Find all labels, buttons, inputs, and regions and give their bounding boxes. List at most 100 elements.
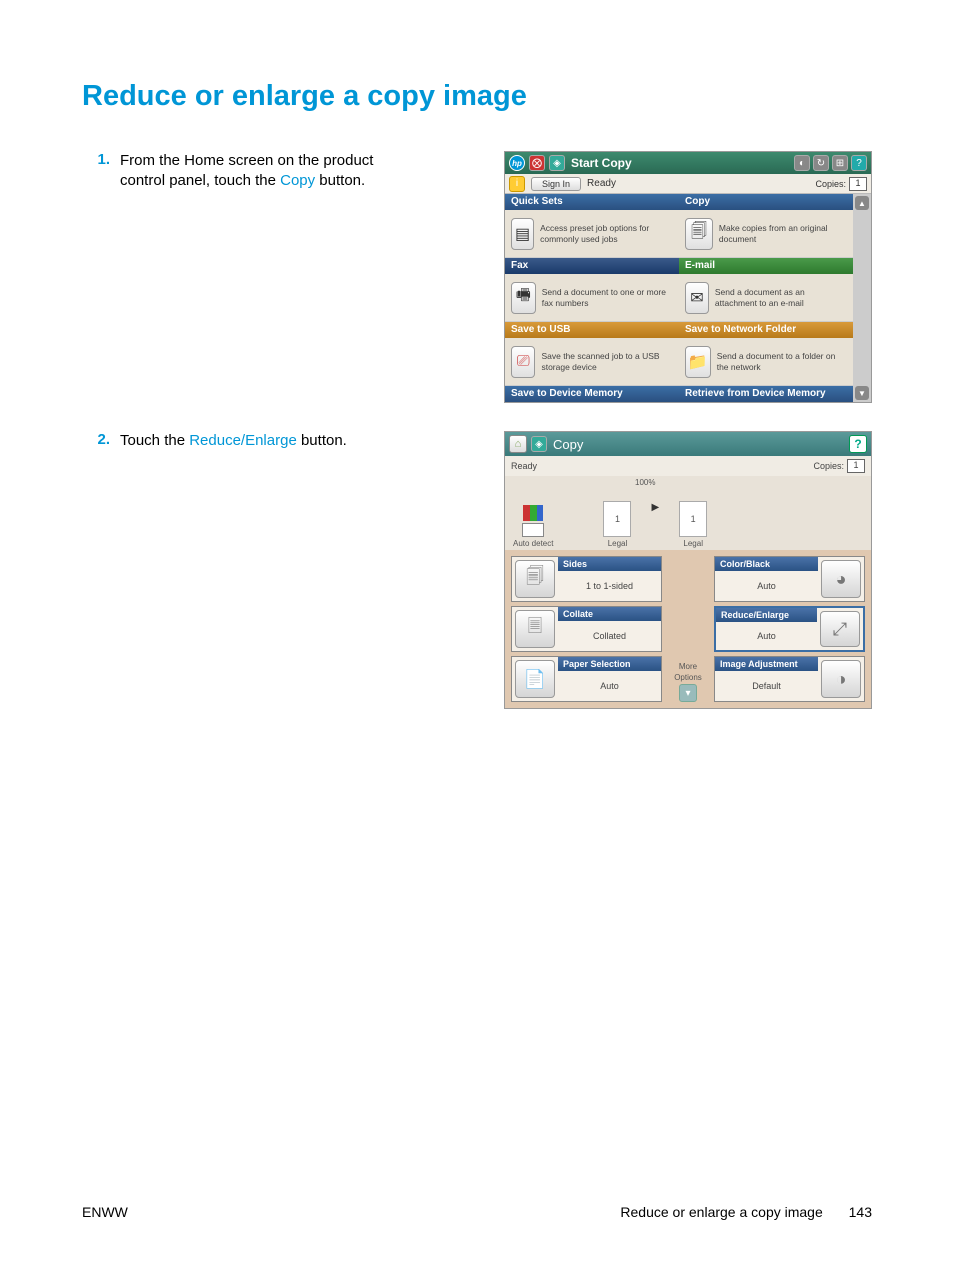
step-text: Touch the Reduce/Enlarge button. [120, 431, 420, 451]
color-icon: ◕ [821, 560, 861, 598]
preview-area: 100% Auto detect 1 Legal ▶ 1 Legal [505, 476, 871, 550]
step-number: 2. [82, 431, 120, 448]
paper-option[interactable]: 📄 Paper Selection Auto [511, 656, 662, 702]
reduce-icon: ⤢ [820, 611, 860, 647]
image-adj-value: Default [715, 671, 818, 701]
refresh-icon[interactable]: ↻ [813, 155, 829, 171]
start-icon[interactable]: ◈ [531, 436, 547, 452]
copy-tile[interactable]: 🗐 Make copies from an original document [679, 210, 853, 258]
footer-left: ENWW [82, 1204, 128, 1220]
copies-input[interactable]: 1 [849, 177, 867, 191]
copies-input[interactable]: 1 [847, 459, 865, 473]
help-icon[interactable]: ? [849, 435, 867, 453]
image-adj-option[interactable]: Image Adjustment Default ◑ [714, 656, 865, 702]
copies-label: Copies: [815, 179, 846, 189]
email-icon: ✉ [685, 282, 709, 314]
step-text-before: Touch the [120, 432, 189, 449]
start-copy-label: Start Copy [571, 156, 632, 170]
sides-icon: 🗐 [515, 560, 555, 598]
usb-icon: ⎚ [511, 346, 535, 378]
more-label: More [679, 662, 697, 671]
network-icon[interactable]: ⊞ [832, 155, 848, 171]
titlebar: hp ⨂ ◈ Start Copy ◐ ↻ ⊞ ? [505, 152, 871, 174]
scroll-up-icon[interactable]: ▲ [855, 196, 869, 210]
copy-link-word: Copy [280, 172, 315, 189]
step-number: 1. [82, 151, 120, 168]
email-header: E-mail [679, 258, 853, 274]
fax-desc: Send a document to one or more fax numbe… [542, 287, 673, 307]
usb-desc: Save the scanned job to a USB storage de… [541, 351, 673, 371]
screenshot-copy: ⌂ ◈ Copy ? Ready Copies: 1 100% [504, 431, 872, 709]
status-icon[interactable]: ◐ [794, 155, 810, 171]
copy-title: Copy [553, 437, 583, 452]
email-tile[interactable]: ✉ Send a document as an attachment to an… [679, 274, 853, 322]
copy-icon: 🗐 [685, 218, 713, 250]
reduce-title: Reduce/Enlarge [716, 608, 817, 622]
fax-header: Fax [505, 258, 679, 274]
start-icon[interactable]: ◈ [549, 155, 565, 171]
home-icon[interactable]: ⌂ [509, 435, 527, 453]
options-label: Options [674, 673, 702, 682]
image-adj-title: Image Adjustment [715, 657, 818, 671]
hp-logo-icon: hp [509, 155, 525, 171]
quicksets-header: Quick Sets [505, 194, 679, 210]
stop-icon[interactable]: ⨂ [529, 155, 545, 171]
scrollbar[interactable]: ▲ ▼ [853, 194, 871, 402]
scale-percent: 100% [635, 478, 655, 487]
quicksets-tile[interactable]: ▤ Access preset job options for commonly… [505, 210, 679, 258]
colorblack-option[interactable]: Color/Black Auto ◕ [714, 556, 865, 602]
screenshot-home: hp ⨂ ◈ Start Copy ◐ ↻ ⊞ ? i Sign In Read… [504, 151, 872, 403]
collate-option[interactable]: 🗏 Collate Collated [511, 606, 662, 652]
retmem-header[interactable]: Retrieve from Device Memory [679, 386, 853, 402]
help-icon[interactable]: ? [851, 155, 867, 171]
ready-label: Ready [511, 461, 537, 471]
step-text: From the Home screen on the product cont… [120, 151, 420, 192]
step-1: 1. From the Home screen on the product c… [82, 151, 872, 403]
netfolder-tile[interactable]: 📁 Send a document to a folder on the net… [679, 338, 853, 386]
colorblack-value: Auto [715, 571, 818, 601]
sides-value: 1 to 1-sided [558, 571, 661, 601]
fax-icon: 🖷 [511, 282, 536, 314]
collate-icon: 🗏 [515, 610, 555, 648]
usb-header: Save to USB [505, 322, 679, 338]
page-footer: ENWW Reduce or enlarge a copy image 143 [82, 1204, 872, 1220]
paper-icon: 📄 [515, 660, 555, 698]
reduce-enlarge-option[interactable]: Reduce/Enlarge Auto ⤢ [714, 606, 865, 652]
page-heading: Reduce or enlarge a copy image [82, 80, 872, 113]
colorblack-title: Color/Black [715, 557, 818, 571]
auto-detect-label: Auto detect [513, 539, 553, 548]
sign-in-button[interactable]: Sign In [531, 177, 581, 191]
arrow-icon: ▶ [651, 502, 659, 513]
more-options-button[interactable]: ▾ [679, 684, 697, 702]
collate-value: Collated [558, 621, 661, 651]
reduce-enlarge-link-word: Reduce/Enlarge [189, 432, 297, 449]
reduce-value: Auto [716, 622, 817, 650]
step-text-after: button. [297, 432, 347, 449]
netfolder-desc: Send a document to a folder on the netwo… [717, 351, 847, 371]
paper-value: Auto [558, 671, 661, 701]
source-size-label: Legal [608, 539, 628, 548]
scroll-down-icon[interactable]: ▼ [855, 386, 869, 400]
collate-title: Collate [558, 607, 661, 621]
paper-icon [522, 523, 544, 537]
step-text-after: button. [315, 172, 365, 189]
status-bar: i Sign In Ready Copies: 1 [505, 174, 871, 194]
more-options: More Options ▾ [666, 556, 710, 702]
sides-option[interactable]: 🗐 Sides 1 to 1-sided [511, 556, 662, 602]
usb-tile[interactable]: ⎚ Save the scanned job to a USB storage … [505, 338, 679, 386]
copies-label: Copies: [813, 461, 844, 471]
step-2: 2. Touch the Reduce/Enlarge button. ⌂ ◈ … [82, 431, 872, 709]
copy-options: 🗐 Sides 1 to 1-sided 🗏 Collate Collated [505, 550, 871, 708]
paper-title: Paper Selection [558, 657, 661, 671]
source-page-thumb: 1 [603, 501, 631, 537]
savemem-header[interactable]: Save to Device Memory [505, 386, 679, 402]
fax-tile[interactable]: 🖷 Send a document to one or more fax num… [505, 274, 679, 322]
page-number: 143 [849, 1204, 872, 1220]
copy-titlebar: ⌂ ◈ Copy ? [505, 432, 871, 456]
warning-icon[interactable]: i [509, 176, 525, 192]
ready-label: Ready [587, 178, 616, 189]
copy-header: Copy [679, 194, 853, 210]
email-desc: Send a document as an attachment to an e… [715, 287, 847, 307]
sides-title: Sides [558, 557, 661, 571]
footer-right: Reduce or enlarge a copy image [620, 1204, 822, 1220]
